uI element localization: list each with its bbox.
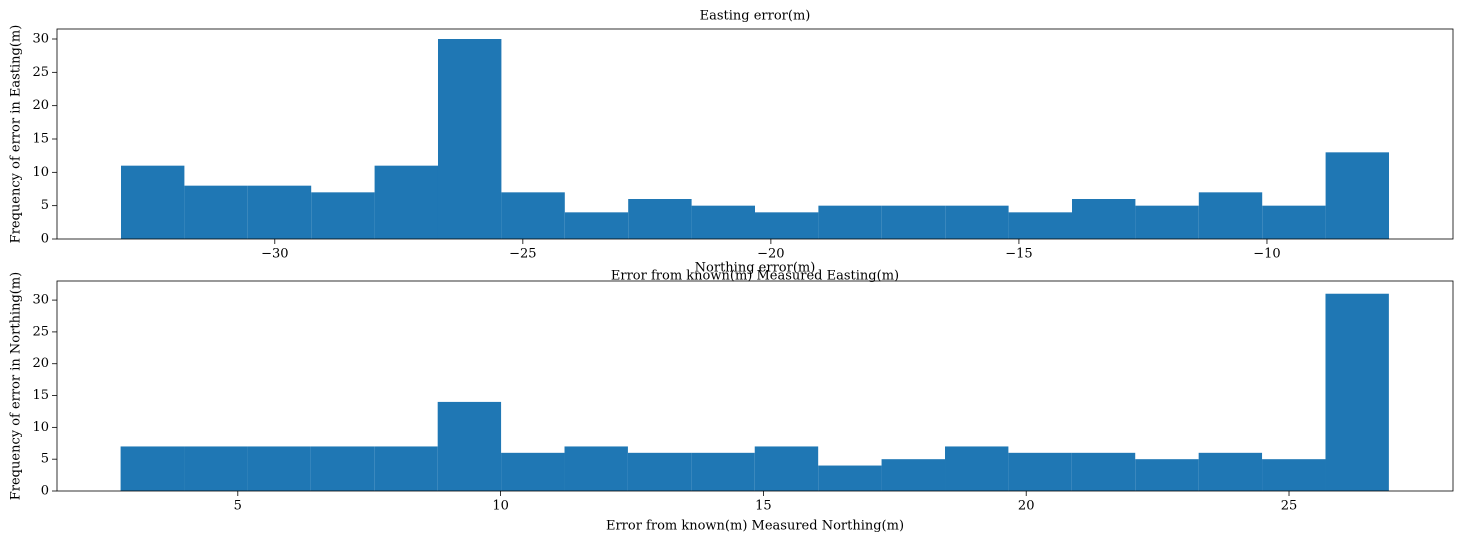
bar (945, 446, 1009, 491)
bar (501, 192, 565, 239)
y-tick-label: 20 (32, 98, 49, 113)
y-tick-label: 30 (32, 32, 49, 47)
x-tick-label: −10 (1253, 247, 1280, 262)
y-axis-label: Frequency of error in Northing(m) (9, 272, 24, 501)
bar (818, 205, 882, 239)
bar (120, 165, 185, 239)
bar (1262, 205, 1326, 239)
bar (311, 192, 375, 239)
x-tick-label: 25 (1281, 499, 1298, 514)
y-tick-label: 20 (32, 356, 49, 371)
bar (1325, 293, 1389, 491)
bar (1262, 459, 1326, 491)
bar (1135, 205, 1199, 239)
bar (691, 452, 755, 491)
y-tick-label: 30 (32, 293, 49, 308)
bar (1198, 192, 1263, 239)
bar (945, 205, 1009, 239)
bar (881, 205, 946, 239)
bar (501, 452, 565, 491)
y-tick-label: 15 (32, 132, 49, 147)
bar (184, 446, 248, 491)
y-tick-label: 25 (32, 324, 49, 339)
bar (881, 459, 946, 491)
bar (628, 199, 692, 239)
x-tick-label: −15 (1005, 247, 1032, 262)
bar (564, 446, 628, 491)
bar (247, 185, 312, 239)
x-tick-label: 15 (755, 499, 772, 514)
bar (1325, 152, 1390, 239)
chart-title: Easting error(m) (700, 9, 811, 24)
y-tick-label: 0 (41, 484, 49, 499)
y-tick-label: 0 (41, 232, 49, 247)
bar (1008, 212, 1073, 239)
bar (754, 446, 819, 491)
bar (818, 465, 882, 491)
bar (374, 165, 438, 239)
bar (437, 401, 502, 491)
bar (310, 446, 375, 491)
y-tick-label: 10 (32, 420, 49, 435)
x-axis-label: Error from known(m) Measured Northing(m) (606, 519, 904, 534)
y-tick-label: 10 (32, 165, 49, 180)
bar (247, 446, 311, 491)
bar (437, 39, 502, 239)
bar (1071, 452, 1136, 491)
bar (1072, 199, 1136, 239)
x-tick-label: 20 (1018, 499, 1035, 514)
bar (184, 185, 248, 239)
x-axis-label: Error from known(m) Measured Easting(m) (611, 269, 899, 284)
x-tick-label: −20 (757, 247, 784, 262)
bar (564, 212, 629, 239)
x-tick-label: −25 (509, 247, 536, 262)
x-tick-label: −30 (261, 247, 288, 262)
y-tick-label: 5 (41, 452, 49, 467)
bar (691, 205, 755, 239)
x-tick-label: 10 (492, 499, 509, 514)
y-axis-label: Frequency of error in Easting(m) (9, 25, 24, 244)
bar (1198, 452, 1263, 491)
bar (120, 446, 185, 491)
bar (374, 446, 438, 491)
bar (1008, 452, 1072, 491)
bar (627, 452, 692, 491)
y-tick-label: 5 (41, 198, 49, 213)
bar (755, 212, 819, 239)
axes-frame (56, 28, 1454, 240)
y-tick-label: 15 (32, 388, 49, 403)
axes-frame (56, 280, 1454, 492)
y-tick-label: 25 (32, 65, 49, 80)
chart-title: Northing error(m) (695, 261, 816, 276)
bar (1135, 459, 1199, 491)
x-tick-label: 5 (234, 499, 242, 514)
